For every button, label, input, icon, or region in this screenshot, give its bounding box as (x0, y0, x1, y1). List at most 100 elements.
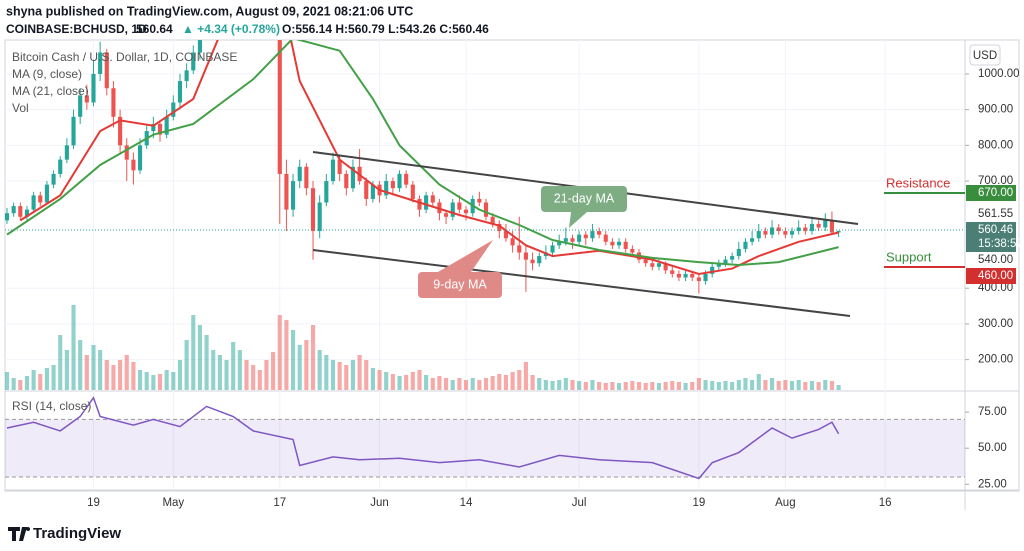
volume-bar (357, 355, 362, 390)
volume-bar (630, 381, 635, 390)
volume-bar (650, 382, 655, 390)
candle-body (563, 238, 568, 242)
support-price: 460.00 (978, 270, 1013, 282)
last-price: 560.64 (136, 22, 173, 36)
volume-bar (523, 362, 528, 390)
resistance-badge (966, 185, 1016, 201)
candle-body (490, 216, 495, 224)
candle-body (397, 173, 402, 189)
volume-bar (224, 360, 229, 390)
volume-bar (284, 320, 289, 390)
candle-body (510, 238, 515, 246)
volume-bar (291, 330, 296, 390)
candle-body (683, 273, 688, 278)
volume-bar (410, 372, 415, 390)
candle-body (630, 248, 635, 253)
volume-bar (537, 378, 542, 390)
candle-body (530, 259, 535, 264)
candle-body (111, 88, 116, 117)
legend-ma21: MA (21, close) (12, 84, 89, 98)
candle-body (716, 263, 721, 267)
candle-body (317, 202, 322, 232)
candle-body (310, 188, 316, 232)
candle-body (197, 40, 202, 53)
volume-bar (237, 350, 242, 390)
callout-text: 21-day MA (554, 191, 615, 205)
candle-body (736, 248, 741, 257)
candle-body (337, 159, 342, 174)
x-tick-label: 14 (460, 497, 473, 509)
volume-bar (118, 360, 123, 390)
volume-bar (444, 378, 449, 390)
candle-body (463, 209, 469, 214)
x-tick-label: Aug (775, 497, 795, 509)
volume-bar (78, 340, 83, 390)
candle-body (616, 241, 622, 246)
volume-bar (44, 368, 49, 390)
volume-bar (763, 380, 768, 390)
legend-title: Bitcoin Cash / U.S. Dollar, 1D, COINBASE (12, 50, 237, 64)
x-tick-label: Jun (370, 497, 389, 509)
candle-body (297, 166, 302, 182)
volume-bar (184, 340, 189, 390)
volume-bar (177, 360, 183, 390)
volume-bar (64, 350, 69, 390)
callout-text: 9-day MA (433, 277, 487, 291)
volume-bar (310, 325, 316, 390)
candle-body (370, 184, 375, 199)
volume-bar (796, 380, 801, 390)
volume-bar (11, 378, 16, 390)
candle-body (164, 116, 169, 135)
volume-bar (696, 378, 701, 390)
candle-body (118, 116, 123, 146)
volume-bar (490, 376, 495, 390)
resistance-price: 670.00 (978, 187, 1013, 199)
candle-body (656, 263, 662, 267)
x-tick-label: 16 (879, 497, 892, 509)
y-tick-label: 800.00 (978, 139, 1013, 151)
volume-bar (730, 382, 735, 390)
candle-body (550, 245, 555, 253)
candle-body (64, 145, 69, 160)
logo: TradingView (8, 525, 121, 542)
volume-bar (384, 372, 389, 390)
volume-bar (530, 375, 535, 390)
volume-bar (304, 340, 309, 390)
candle-body (51, 173, 56, 185)
y-tick-label: 200.00 (978, 354, 1013, 366)
legend-ma9: MA (9, close) (12, 67, 82, 81)
candle-body (583, 234, 588, 239)
volume-bar (18, 380, 23, 390)
candle-body (503, 231, 509, 239)
volume-bar (663, 382, 668, 390)
volume-bar (690, 382, 695, 390)
candle-body (410, 184, 415, 199)
volume-bar (756, 374, 761, 390)
candle-body (643, 259, 648, 264)
volume-bar (809, 381, 815, 390)
volume-bar (317, 350, 322, 390)
volume-bar (51, 365, 56, 390)
volume-bar (803, 382, 808, 390)
volume-bar (823, 380, 828, 390)
candle-body (477, 198, 482, 203)
volume-bar (816, 382, 821, 390)
volume-bar (271, 352, 276, 390)
volume-bar (204, 335, 209, 390)
candle-body (756, 231, 761, 239)
volume-bar (483, 378, 489, 390)
support-badge (966, 268, 1016, 284)
volume-bar (84, 355, 89, 390)
candle-body (5, 213, 10, 221)
callout-bubble (541, 186, 627, 228)
volume-bar (277, 315, 282, 390)
volume-bar (344, 365, 349, 390)
volume-bar (157, 374, 163, 390)
volume-bar (789, 381, 795, 390)
candle-body (177, 81, 183, 103)
volume-bar (38, 374, 43, 390)
footer: TradingView (33, 525, 121, 542)
volume-bar (151, 375, 156, 390)
candle-body (44, 184, 49, 203)
candle-body (284, 173, 289, 210)
